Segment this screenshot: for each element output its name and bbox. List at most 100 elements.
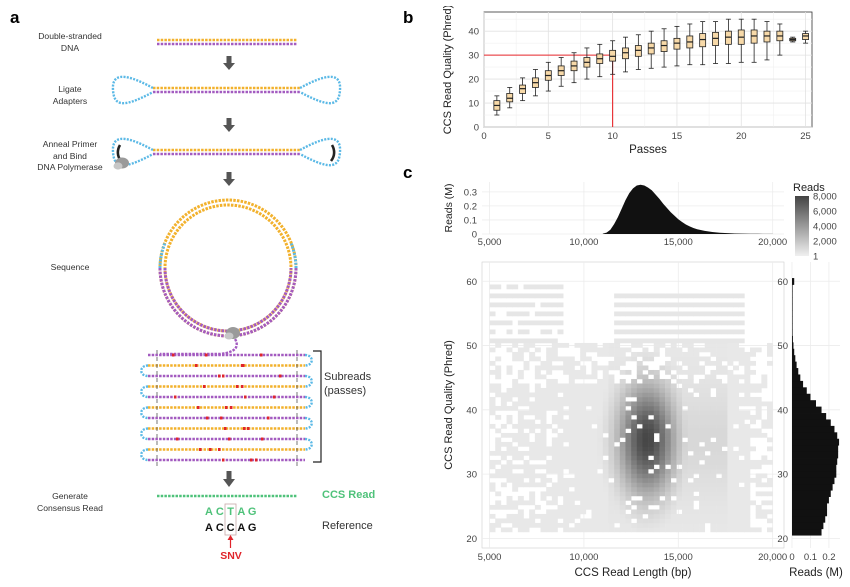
density-cell — [568, 410, 575, 416]
sequencing-error-mark — [199, 448, 202, 451]
density-cell — [721, 450, 728, 456]
density-cell — [699, 527, 706, 533]
density-cell — [642, 293, 649, 299]
density-cell — [517, 419, 524, 425]
density-cell — [568, 360, 575, 366]
density-cell — [631, 401, 638, 407]
density-cell — [716, 428, 723, 434]
density-cell — [563, 360, 570, 366]
density-cell — [636, 374, 643, 380]
density-cell — [733, 495, 739, 501]
density-cell — [716, 320, 723, 326]
density-cell — [529, 450, 536, 456]
density-cell — [529, 491, 536, 497]
colorbar-tick-label: 8,000 — [813, 192, 837, 203]
density-cell — [693, 513, 700, 519]
density-cell — [653, 342, 660, 348]
density-cell — [546, 459, 553, 465]
density-cell — [676, 518, 683, 524]
density-cell — [523, 500, 530, 506]
density-cell — [597, 437, 604, 443]
density-cell — [614, 500, 621, 506]
density-cell — [529, 441, 536, 447]
density-cell — [517, 500, 524, 506]
density-cell — [614, 455, 621, 461]
density-cell — [670, 396, 677, 402]
density-cell — [682, 401, 689, 407]
density-cell — [716, 369, 723, 375]
density-cell — [495, 365, 502, 371]
density-cell — [602, 509, 609, 515]
density-cell — [523, 459, 530, 465]
density-cell — [744, 495, 751, 501]
density-cell — [665, 365, 672, 371]
density-cell — [585, 428, 592, 434]
density-cell — [699, 504, 706, 510]
density-cell — [733, 387, 739, 393]
density-cell — [693, 518, 700, 524]
density-cell — [551, 356, 558, 362]
density-cell — [716, 311, 723, 317]
density-cell — [580, 369, 587, 375]
density-cell — [659, 302, 666, 308]
density-cell — [602, 504, 609, 510]
density-cell — [585, 423, 592, 429]
density-cell — [551, 482, 558, 488]
density-cell — [670, 513, 677, 519]
read-base: A — [237, 506, 245, 518]
density-cell — [710, 347, 717, 353]
density-cell — [699, 450, 706, 456]
density-cell — [614, 329, 621, 335]
density-cell — [682, 378, 689, 384]
density-cell — [710, 473, 717, 479]
quality-histogram-bar — [792, 496, 829, 504]
density-cell — [512, 455, 519, 461]
density-cell — [517, 320, 524, 326]
density-cell — [591, 468, 598, 474]
density-cell — [551, 284, 558, 290]
density-cell — [659, 419, 666, 425]
density-cell — [682, 455, 689, 461]
sequencing-error-mark — [244, 395, 247, 399]
density-cell — [619, 311, 626, 317]
density-cell — [534, 369, 541, 375]
x-tick-label: 10,000 — [569, 237, 598, 248]
density-cell — [687, 423, 694, 429]
density-cell — [625, 486, 632, 492]
density-cell — [733, 504, 739, 510]
density-cell — [585, 387, 592, 393]
density-cell — [653, 374, 660, 380]
density-cell — [529, 401, 536, 407]
density-cell — [704, 504, 711, 510]
density-cell — [721, 455, 728, 461]
density-cell — [670, 365, 677, 371]
density-cell — [744, 410, 751, 416]
density-cell — [687, 405, 694, 411]
density-cell — [653, 468, 660, 474]
density-cell — [631, 387, 638, 393]
step-label-anneal: Anneal Primer and Bind DNA Polymerase — [15, 139, 125, 174]
density-cell — [687, 459, 694, 465]
density-cell — [529, 410, 536, 416]
density-cell — [495, 500, 502, 506]
density-cell — [738, 518, 745, 524]
density-cell — [693, 410, 700, 416]
density-cell — [699, 383, 706, 389]
density-cell — [676, 446, 683, 452]
density-cell — [557, 423, 564, 429]
density-cell — [721, 401, 728, 407]
density-cell — [495, 369, 502, 375]
density-cell — [585, 441, 592, 447]
density-cell — [500, 338, 507, 344]
density-cell — [653, 401, 660, 407]
x-tick-label: 0.1 — [804, 552, 817, 563]
density-cell — [699, 365, 706, 371]
density-cell — [591, 432, 598, 438]
density-cell — [636, 459, 643, 465]
density-cell — [682, 338, 689, 344]
density-cell — [523, 347, 530, 353]
density-cell — [710, 500, 717, 506]
density-cell — [540, 437, 547, 443]
density-cell — [665, 401, 672, 407]
density-cell — [517, 518, 524, 524]
